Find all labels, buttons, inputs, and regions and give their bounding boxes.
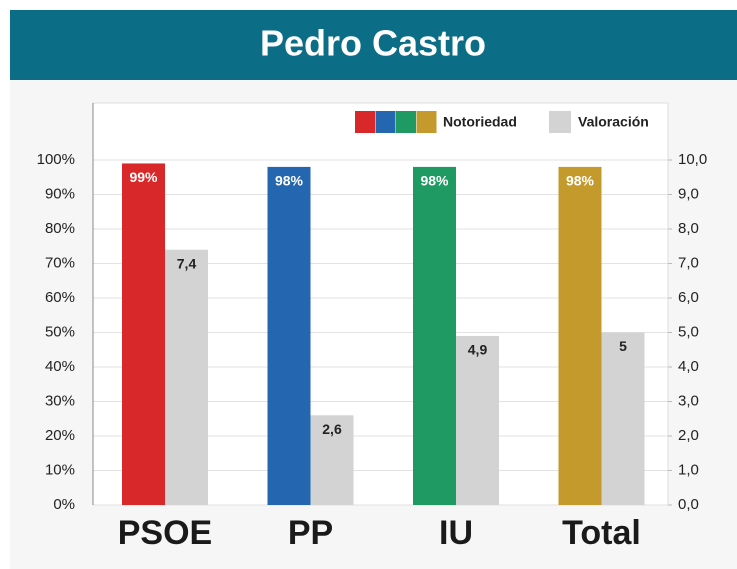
bar bbox=[413, 166, 456, 505]
legend-swatch bbox=[549, 111, 571, 133]
bar bbox=[601, 332, 645, 505]
y2-tick-label: 0,0 bbox=[678, 496, 699, 513]
y2-tick-label: 3,0 bbox=[678, 392, 699, 409]
y-tick-label: 30% bbox=[45, 392, 75, 409]
bar bbox=[558, 166, 602, 505]
y2-tick-label: 8,0 bbox=[678, 220, 699, 237]
bar bbox=[122, 163, 165, 505]
chart-title: Pedro Castro bbox=[260, 23, 486, 64]
y2-tick-label: 6,0 bbox=[678, 289, 699, 306]
value-label: 7,4 bbox=[177, 255, 197, 271]
value-label: 98% bbox=[420, 173, 449, 189]
y2-tick-label: 10,0 bbox=[678, 151, 707, 168]
x-tick-label: PSOE bbox=[118, 514, 212, 552]
y-tick-label: 50% bbox=[45, 323, 75, 340]
y-tick-label: 90% bbox=[45, 185, 75, 202]
y2-tick-label: 5,0 bbox=[678, 323, 699, 340]
x-tick-label: IU bbox=[439, 514, 473, 552]
value-label: 98% bbox=[566, 173, 595, 189]
y-tick-label: 0% bbox=[53, 496, 75, 513]
legend-swatch bbox=[396, 111, 416, 133]
legend-swatch bbox=[375, 111, 396, 133]
x-tick-label: Total bbox=[562, 514, 641, 552]
y-tick-label: 40% bbox=[45, 358, 75, 375]
legend-swatch bbox=[416, 111, 437, 133]
value-label: 5 bbox=[619, 338, 627, 354]
y2-tick-label: 1,0 bbox=[678, 461, 699, 478]
y-tick-label: 100% bbox=[37, 151, 75, 168]
bar bbox=[165, 249, 208, 505]
bar bbox=[310, 415, 354, 505]
legend-label: Valoración bbox=[578, 114, 649, 130]
value-label: 98% bbox=[275, 173, 304, 189]
bar bbox=[267, 166, 311, 505]
value-label: 2,6 bbox=[322, 421, 342, 437]
y-tick-label: 60% bbox=[45, 289, 75, 306]
y2-tick-label: 7,0 bbox=[678, 254, 699, 271]
x-tick-label: PP bbox=[288, 514, 333, 552]
y-tick-label: 20% bbox=[45, 427, 75, 444]
header-band bbox=[10, 10, 737, 80]
y-tick-label: 80% bbox=[45, 220, 75, 237]
y2-tick-label: 4,0 bbox=[678, 358, 699, 375]
legend-swatch bbox=[355, 111, 375, 133]
y2-tick-label: 9,0 bbox=[678, 185, 699, 202]
value-label: 4,9 bbox=[468, 342, 488, 358]
value-label: 99% bbox=[129, 169, 158, 185]
bar bbox=[456, 335, 499, 505]
y-tick-label: 10% bbox=[45, 461, 75, 478]
legend-label: Notoriedad bbox=[443, 114, 517, 130]
y-tick-label: 70% bbox=[45, 254, 75, 271]
y2-tick-label: 2,0 bbox=[678, 427, 699, 444]
